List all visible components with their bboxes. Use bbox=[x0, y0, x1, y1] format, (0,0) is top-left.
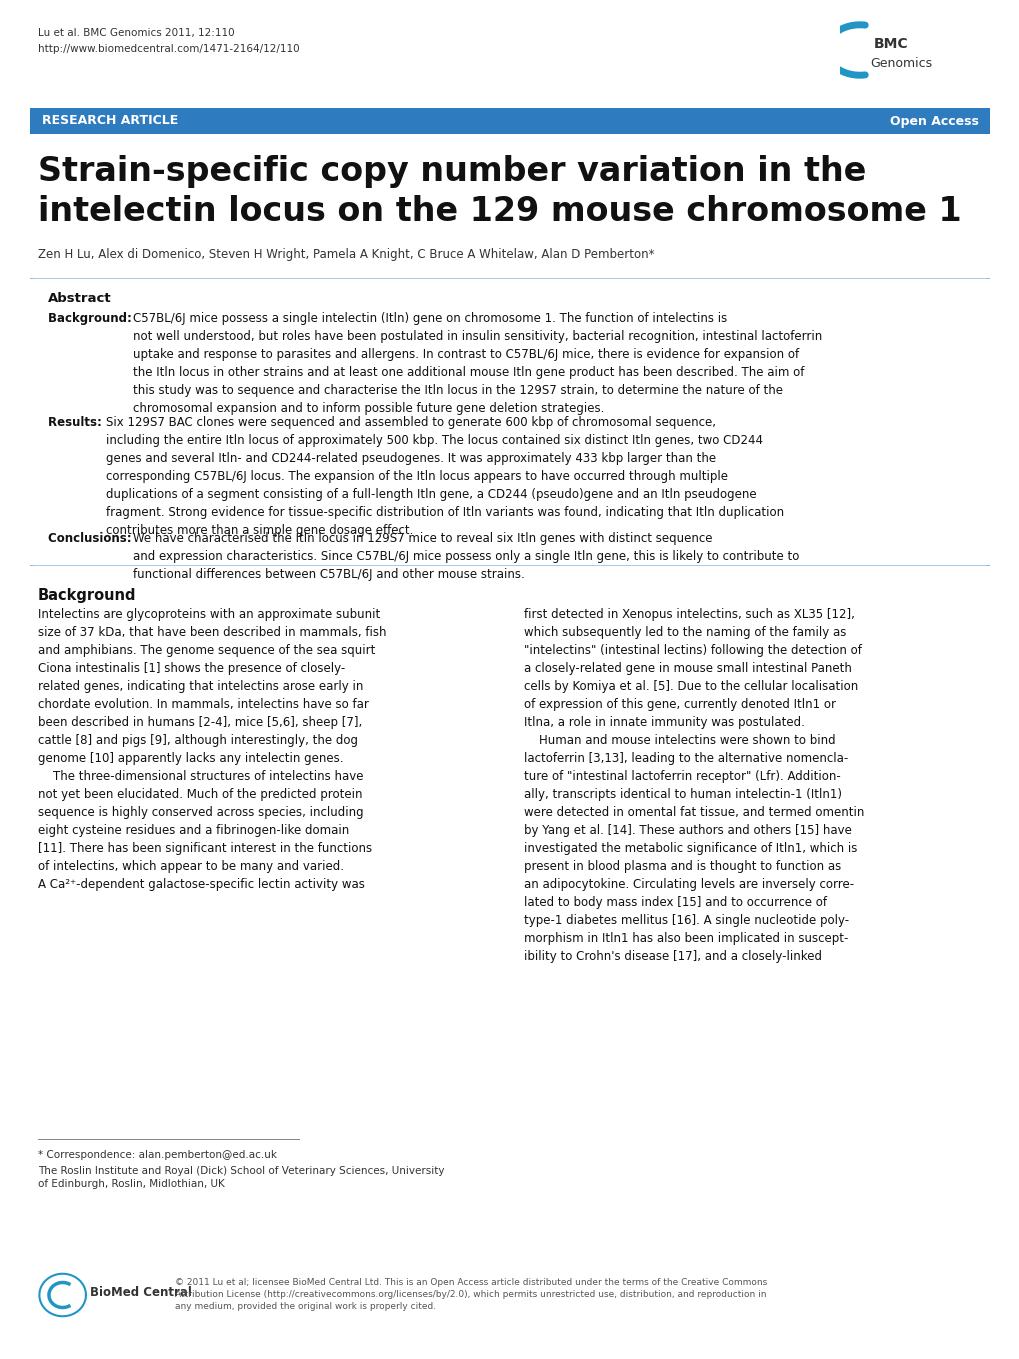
Text: http://www.biomedcentral.com/1471-2164/12/110: http://www.biomedcentral.com/1471-2164/1… bbox=[38, 43, 300, 54]
Text: intelectin locus on the 129 mouse chromosome 1: intelectin locus on the 129 mouse chromo… bbox=[38, 194, 961, 228]
Text: Intelectins are glycoproteins with an approximate subunit
size of 37 kDa, that h: Intelectins are glycoproteins with an ap… bbox=[38, 607, 386, 892]
Text: We have characterised the Itln locus in 129S7 mice to reveal six Itln genes with: We have characterised the Itln locus in … bbox=[132, 531, 799, 582]
Text: Strain-specific copy number variation in the: Strain-specific copy number variation in… bbox=[38, 155, 865, 188]
FancyBboxPatch shape bbox=[25, 277, 994, 567]
Text: Genomics: Genomics bbox=[869, 57, 931, 71]
Text: Open Access: Open Access bbox=[889, 114, 977, 128]
Text: * Correspondence: alan.pemberton@ed.ac.uk: * Correspondence: alan.pemberton@ed.ac.u… bbox=[38, 1150, 277, 1161]
Text: Lu et al. BMC Genomics 2011, 12:110: Lu et al. BMC Genomics 2011, 12:110 bbox=[38, 29, 234, 38]
Text: Abstract: Abstract bbox=[48, 292, 111, 304]
Text: first detected in Xenopus intelectins, such as XL35 [12],
which subsequently led: first detected in Xenopus intelectins, s… bbox=[524, 607, 863, 964]
Text: C57BL/6J mice possess a single intelectin (Itln) gene on chromosome 1. The funct: C57BL/6J mice possess a single intelecti… bbox=[132, 313, 821, 414]
Text: Zen H Lu, Alex di Domenico, Steven H Wright, Pamela A Knight, C Bruce A Whitelaw: Zen H Lu, Alex di Domenico, Steven H Wri… bbox=[38, 247, 654, 261]
Text: Conclusions:: Conclusions: bbox=[48, 531, 136, 545]
Text: © 2011 Lu et al; licensee BioMed Central Ltd. This is an Open Access article dis: © 2011 Lu et al; licensee BioMed Central… bbox=[175, 1277, 766, 1310]
Text: BMC: BMC bbox=[872, 37, 907, 50]
Text: Background: Background bbox=[38, 588, 137, 603]
Text: The Roslin Institute and Royal (Dick) School of Veterinary Sciences, University
: The Roslin Institute and Royal (Dick) Sc… bbox=[38, 1166, 444, 1189]
Text: Results:: Results: bbox=[48, 416, 106, 429]
Text: Background:: Background: bbox=[48, 313, 136, 325]
Text: BioMed Central: BioMed Central bbox=[90, 1286, 192, 1299]
Text: RESEARCH ARTICLE: RESEARCH ARTICLE bbox=[42, 114, 177, 128]
Text: Six 129S7 BAC clones were sequenced and assembled to generate 600 kbp of chromos: Six 129S7 BAC clones were sequenced and … bbox=[106, 416, 784, 537]
